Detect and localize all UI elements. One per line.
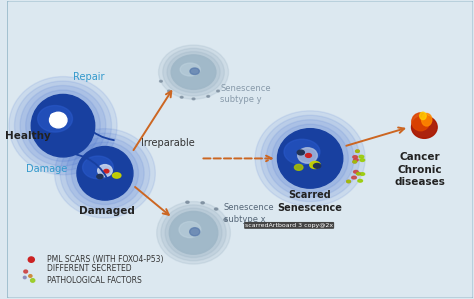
Ellipse shape [163, 48, 224, 96]
Ellipse shape [217, 90, 219, 92]
Ellipse shape [421, 114, 432, 126]
Ellipse shape [419, 112, 426, 120]
Text: Senescence
subtype y: Senescence subtype y [220, 84, 271, 104]
Ellipse shape [31, 279, 35, 282]
Ellipse shape [353, 156, 357, 158]
Ellipse shape [277, 129, 343, 188]
Ellipse shape [23, 276, 26, 279]
Ellipse shape [190, 228, 200, 236]
Ellipse shape [298, 148, 317, 163]
Ellipse shape [346, 180, 350, 183]
Ellipse shape [358, 179, 363, 182]
Ellipse shape [28, 257, 34, 262]
Ellipse shape [346, 180, 350, 183]
Ellipse shape [360, 173, 365, 176]
Ellipse shape [224, 219, 227, 221]
Ellipse shape [112, 173, 121, 178]
Ellipse shape [412, 113, 429, 131]
Ellipse shape [20, 86, 106, 166]
Ellipse shape [72, 142, 138, 205]
Text: Senescence
subtype x: Senescence subtype x [224, 203, 274, 224]
Ellipse shape [207, 95, 210, 97]
Ellipse shape [255, 111, 365, 206]
Text: Damaged: Damaged [79, 205, 135, 216]
Ellipse shape [37, 106, 73, 132]
Ellipse shape [31, 94, 95, 157]
Text: Healthy: Healthy [5, 131, 51, 141]
Ellipse shape [66, 138, 144, 209]
Ellipse shape [356, 173, 360, 175]
Ellipse shape [356, 173, 360, 175]
Ellipse shape [186, 201, 189, 203]
Ellipse shape [51, 114, 58, 119]
Ellipse shape [77, 147, 133, 200]
Ellipse shape [82, 156, 113, 179]
Text: DIFFERENT SECRETED
PATHOLOGICAL FACTORS: DIFFERENT SECRETED PATHOLOGICAL FACTORS [46, 264, 141, 285]
Ellipse shape [60, 133, 150, 213]
Ellipse shape [215, 208, 218, 210]
Ellipse shape [201, 202, 204, 204]
Text: Cancer
Chronic
diseases: Cancer Chronic diseases [394, 152, 445, 187]
Ellipse shape [180, 96, 183, 98]
Ellipse shape [353, 161, 356, 163]
Ellipse shape [171, 55, 216, 89]
Ellipse shape [354, 170, 358, 173]
Text: PML SCARS (WITH FOXO4-P53): PML SCARS (WITH FOXO4-P53) [46, 255, 163, 264]
Ellipse shape [353, 161, 356, 163]
Ellipse shape [180, 63, 200, 76]
Ellipse shape [411, 116, 437, 138]
Ellipse shape [98, 165, 112, 177]
Ellipse shape [159, 45, 228, 99]
Text: scarredArtboard 3 copy@2x: scarredArtboard 3 copy@2x [245, 223, 333, 228]
Ellipse shape [15, 81, 111, 170]
Ellipse shape [29, 275, 32, 277]
Ellipse shape [169, 211, 218, 254]
Ellipse shape [360, 159, 365, 161]
Ellipse shape [161, 205, 226, 261]
Ellipse shape [272, 124, 348, 193]
Ellipse shape [165, 208, 222, 257]
Ellipse shape [179, 222, 201, 238]
Ellipse shape [359, 155, 364, 158]
Ellipse shape [190, 68, 200, 74]
Ellipse shape [26, 90, 100, 161]
Ellipse shape [192, 98, 195, 100]
Ellipse shape [261, 115, 360, 202]
Text: Scarred
Senescence: Scarred Senescence [278, 190, 343, 213]
Ellipse shape [160, 80, 163, 82]
Ellipse shape [167, 52, 220, 93]
Ellipse shape [157, 202, 230, 264]
Ellipse shape [168, 90, 171, 92]
Ellipse shape [49, 112, 67, 128]
Ellipse shape [97, 174, 103, 179]
Text: Repair: Repair [73, 71, 104, 82]
Ellipse shape [356, 150, 359, 152]
Text: Damage: Damage [26, 164, 67, 174]
Ellipse shape [313, 164, 321, 168]
Ellipse shape [352, 176, 356, 179]
Ellipse shape [284, 139, 320, 164]
Ellipse shape [356, 150, 359, 152]
Ellipse shape [297, 150, 304, 155]
Ellipse shape [9, 77, 117, 175]
Ellipse shape [266, 120, 354, 197]
Ellipse shape [354, 158, 358, 161]
Ellipse shape [294, 164, 303, 170]
Ellipse shape [24, 270, 27, 273]
Text: Irreparable: Irreparable [141, 138, 195, 148]
Ellipse shape [104, 170, 109, 173]
Ellipse shape [55, 129, 155, 218]
Ellipse shape [306, 153, 311, 157]
Ellipse shape [310, 161, 320, 169]
